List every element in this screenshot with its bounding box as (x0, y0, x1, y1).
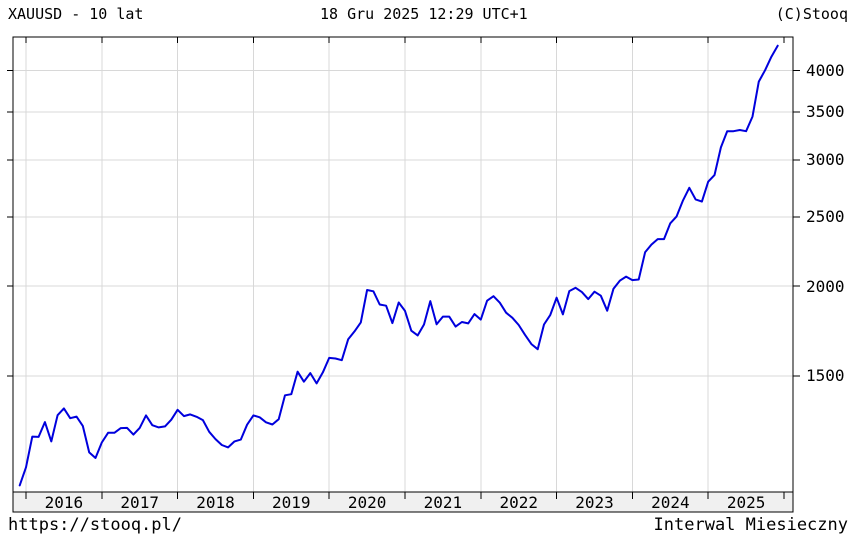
x-axis-label: 2023 (575, 493, 614, 512)
x-axis-label: 2022 (499, 493, 538, 512)
y-axis-label: 2000 (806, 276, 845, 296)
y-axis-label: 3000 (806, 150, 845, 170)
symbol-title: XAUUSD - 10 lat (8, 5, 144, 23)
x-axis-label: 2020 (347, 493, 387, 512)
x-axis-label: 2019 (272, 493, 311, 512)
x-axis-label: 2016 (44, 493, 84, 512)
interval-label: Interwal Miesieczny (653, 515, 848, 535)
x-axis-label: 2017 (120, 493, 159, 512)
y-axis-label: 2500 (806, 207, 845, 227)
x-axis-label: 2024 (651, 493, 690, 512)
copyright-label: (C)Stooq (775, 5, 848, 23)
price-line (18, 44, 779, 487)
y-axis-label: 4000 (806, 60, 845, 80)
quote-timestamp: 18 Gru 2025 12:29 UTC+1 (320, 5, 528, 23)
x-axis-label: 2018 (196, 493, 235, 512)
plot-frame (12, 36, 794, 493)
x-axis-label: 2025 (726, 493, 766, 512)
x-axis-label: 2021 (423, 493, 463, 512)
y-axis-label: 1500 (806, 366, 845, 386)
source-url: https://stooq.pl/ (8, 515, 182, 535)
y-axis-label: 3500 (806, 102, 845, 122)
